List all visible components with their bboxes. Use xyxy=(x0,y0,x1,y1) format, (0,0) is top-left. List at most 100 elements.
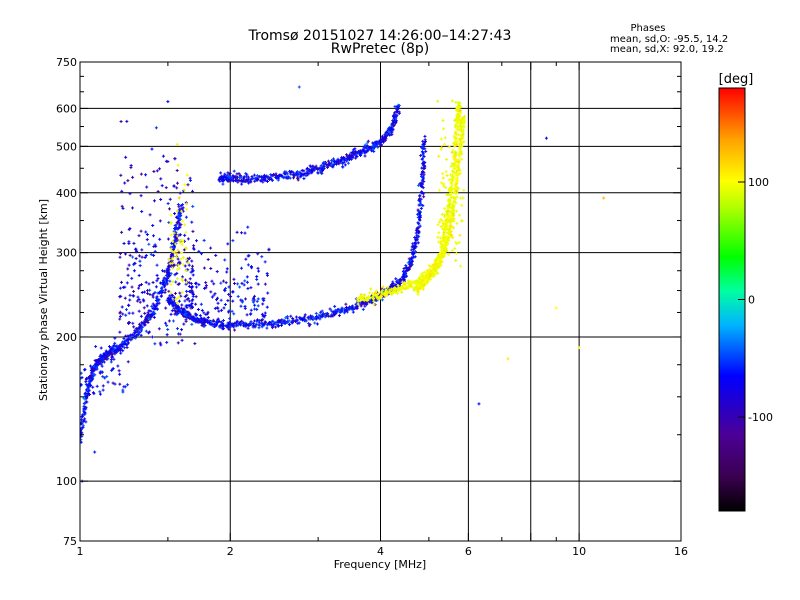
data-point xyxy=(205,318,209,322)
data-point xyxy=(201,318,205,322)
data-point xyxy=(190,291,194,295)
data-point xyxy=(144,329,148,333)
data-point xyxy=(144,230,148,234)
data-point xyxy=(118,252,122,256)
data-point xyxy=(271,324,275,328)
data-point xyxy=(175,169,179,173)
data-point xyxy=(256,304,260,308)
data-point xyxy=(242,283,246,287)
data-point xyxy=(194,295,198,299)
data-point xyxy=(119,280,123,284)
data-point xyxy=(186,237,190,241)
data-point xyxy=(101,384,105,388)
data-point xyxy=(243,231,247,235)
data-point xyxy=(229,295,233,299)
data-point xyxy=(178,261,182,265)
data-point xyxy=(83,417,87,421)
data-point xyxy=(266,323,270,327)
data-point xyxy=(137,284,141,288)
data-point xyxy=(180,328,184,332)
data-point xyxy=(204,284,208,288)
data-point xyxy=(178,225,182,229)
data-point xyxy=(191,269,195,273)
data-point xyxy=(158,341,162,345)
data-point xyxy=(184,215,188,219)
data-point xyxy=(124,155,128,159)
data-point xyxy=(178,214,182,218)
data-point xyxy=(271,319,275,323)
data-point xyxy=(263,282,267,286)
data-point xyxy=(120,230,124,234)
data-point xyxy=(190,285,194,289)
data-point xyxy=(99,362,103,366)
data-point xyxy=(345,308,349,312)
data-point xyxy=(173,263,177,267)
data-point xyxy=(188,277,192,281)
data-point xyxy=(243,279,247,283)
data-point xyxy=(131,206,135,210)
data-point xyxy=(124,313,128,317)
data-point xyxy=(180,306,184,310)
data-point xyxy=(150,335,154,339)
data-point xyxy=(253,307,257,311)
data-point xyxy=(164,321,168,325)
data-point xyxy=(249,308,253,312)
data-point xyxy=(193,342,197,346)
data-point xyxy=(279,321,283,325)
data-point xyxy=(270,326,274,330)
data-point xyxy=(158,237,162,241)
data-point xyxy=(283,321,287,325)
data-point xyxy=(136,295,140,299)
data-point xyxy=(179,311,183,315)
data-point xyxy=(110,352,114,356)
data-point xyxy=(191,204,195,208)
data-point xyxy=(126,273,130,277)
data-point xyxy=(140,255,144,259)
data-point xyxy=(145,185,149,189)
data-point xyxy=(191,189,195,193)
data-point xyxy=(137,322,141,326)
data-point xyxy=(118,382,122,386)
data-point xyxy=(260,325,264,329)
data-point xyxy=(98,392,102,396)
data-point xyxy=(136,330,140,334)
data-point xyxy=(112,343,116,347)
data-point xyxy=(187,303,191,307)
data-point xyxy=(161,282,165,286)
data-point xyxy=(260,255,264,259)
data-point xyxy=(175,186,179,190)
data-point xyxy=(242,324,246,328)
data-point xyxy=(190,322,194,326)
data-point xyxy=(122,241,126,245)
data-point xyxy=(152,253,156,257)
data-point xyxy=(253,303,257,307)
data-point xyxy=(160,184,164,188)
data-point xyxy=(202,325,206,329)
data-point xyxy=(251,296,255,300)
data-point xyxy=(175,221,179,225)
data-point xyxy=(228,317,232,321)
data-point xyxy=(221,318,225,322)
data-point xyxy=(330,309,334,313)
data-point xyxy=(183,295,187,299)
data-point xyxy=(109,346,113,350)
data-point xyxy=(137,254,141,258)
data-point xyxy=(139,194,143,198)
data-point xyxy=(169,312,173,316)
data-point xyxy=(168,279,172,283)
data-point xyxy=(82,419,86,423)
data-point xyxy=(215,306,219,310)
data-point xyxy=(296,318,300,322)
data-point xyxy=(138,330,142,334)
data-point xyxy=(257,326,261,330)
data-point xyxy=(167,319,171,323)
data-point xyxy=(113,347,117,351)
data-point xyxy=(202,238,206,242)
data-point xyxy=(119,294,123,298)
data-point xyxy=(123,385,127,389)
data-point xyxy=(172,184,176,188)
data-point xyxy=(239,304,243,308)
data-point xyxy=(232,277,236,281)
